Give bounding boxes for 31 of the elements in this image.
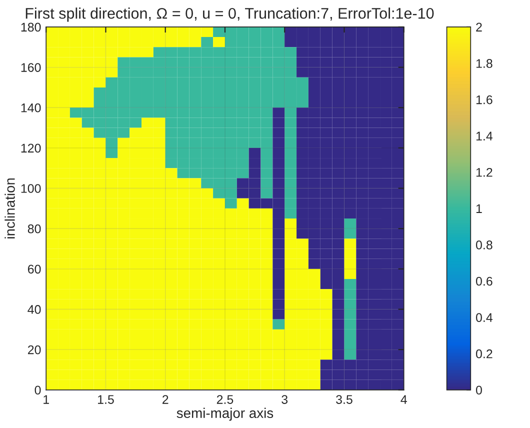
- y-tick-label: 160: [21, 63, 41, 72]
- y-tick-label: 20: [28, 345, 41, 354]
- x-tick-label: 3.5: [336, 395, 352, 404]
- y-axis-title: inclination: [4, 178, 15, 238]
- y-tick-label: 100: [21, 184, 41, 193]
- color-bar-label: 1.8: [476, 59, 492, 68]
- color-bar-label: 1.2: [476, 168, 492, 177]
- x-tick-label: 4: [400, 395, 407, 404]
- y-tick-label: 0: [34, 386, 41, 395]
- color-bar-label: 0: [476, 386, 482, 395]
- y-tick-label: 180: [21, 22, 41, 32]
- x-tick-label: 3: [282, 395, 288, 404]
- x-tick-label: 1.5: [98, 395, 114, 404]
- color-bar-label: 0.6: [476, 276, 492, 286]
- x-tick-label: 2.5: [216, 395, 234, 404]
- color-bar-label: 1.6: [476, 95, 492, 104]
- color-bar-label: 2: [476, 22, 482, 32]
- x-tick-label: 1: [44, 395, 49, 404]
- color-bar-label: 0.2: [476, 349, 492, 358]
- color-bar-label: 1: [476, 204, 482, 213]
- chart-title: First split direction, Ω = 0, u = 0, Truncation:7, ErrorTol:1e-10: [26, 8, 434, 22]
- x-tick-label: 2: [162, 395, 168, 404]
- y-tick-label: 140: [21, 103, 41, 112]
- y-tick-label: 120: [21, 144, 41, 153]
- y-tick-label: 80: [28, 224, 41, 234]
- color-bar-label: 0.8: [476, 240, 492, 250]
- color-bar-label: 1.4: [476, 132, 493, 140]
- y-tick-label: 60: [28, 264, 41, 274]
- y-tick-label: 40: [28, 305, 41, 314]
- color-bar-label: 0.4: [476, 313, 493, 322]
- x-axis-title: semi-major axis: [176, 408, 274, 421]
